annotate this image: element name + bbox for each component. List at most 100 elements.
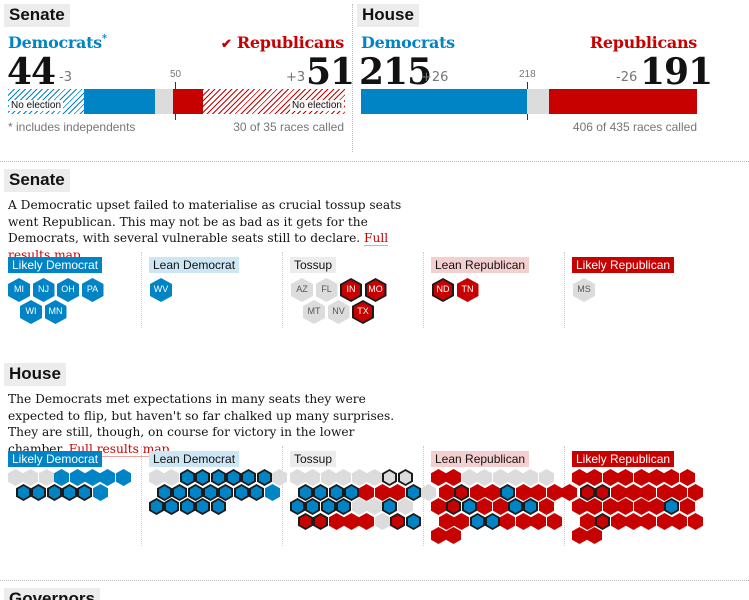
seat-hex[interactable] bbox=[157, 484, 172, 501]
seat-hex[interactable] bbox=[493, 498, 508, 515]
seat-hex[interactable] bbox=[344, 513, 359, 530]
seat-hex[interactable] bbox=[265, 484, 280, 501]
state-hex[interactable]: OH bbox=[57, 278, 79, 302]
state-hex[interactable]: FL bbox=[315, 278, 338, 302]
seat-hex[interactable] bbox=[657, 513, 672, 530]
state-hex[interactable]: IN bbox=[340, 278, 362, 302]
seat-hex[interactable] bbox=[218, 484, 233, 501]
seat-hex[interactable] bbox=[634, 469, 649, 486]
seat-hex[interactable] bbox=[587, 469, 602, 486]
seat-hex[interactable] bbox=[234, 484, 249, 501]
seat-hex[interactable] bbox=[649, 469, 664, 486]
seat-hex[interactable] bbox=[85, 469, 100, 486]
seat-hex[interactable] bbox=[195, 469, 210, 486]
seat-hex[interactable] bbox=[672, 484, 687, 501]
seat-hex[interactable] bbox=[572, 498, 587, 515]
seat-hex[interactable] bbox=[626, 484, 641, 501]
seat-hex[interactable] bbox=[406, 513, 421, 530]
seat-hex[interactable] bbox=[539, 469, 554, 486]
state-hex[interactable]: NV bbox=[327, 300, 350, 324]
seat-hex[interactable] bbox=[485, 484, 500, 501]
seat-hex[interactable] bbox=[634, 498, 649, 515]
seat-hex[interactable] bbox=[462, 469, 477, 486]
seat-hex[interactable] bbox=[500, 484, 515, 501]
seat-hex[interactable] bbox=[664, 498, 679, 515]
seat-hex[interactable] bbox=[603, 469, 618, 486]
seat-hex[interactable] bbox=[446, 469, 461, 486]
seat-hex[interactable] bbox=[100, 469, 115, 486]
seat-hex[interactable] bbox=[367, 469, 382, 486]
seat-hex[interactable] bbox=[249, 484, 264, 501]
seat-hex[interactable] bbox=[587, 527, 602, 544]
seat-hex[interactable] bbox=[406, 484, 421, 501]
seat-hex[interactable] bbox=[626, 513, 641, 530]
seat-hex[interactable] bbox=[611, 484, 626, 501]
seat-hex[interactable] bbox=[336, 469, 351, 486]
seat-hex[interactable] bbox=[305, 469, 320, 486]
seat-hex[interactable] bbox=[241, 469, 256, 486]
seat-hex[interactable] bbox=[470, 484, 485, 501]
seat-hex[interactable] bbox=[477, 498, 492, 515]
seat-hex[interactable] bbox=[305, 498, 320, 515]
seat-hex[interactable] bbox=[531, 513, 546, 530]
seat-hex[interactable] bbox=[93, 484, 108, 501]
seat-hex[interactable] bbox=[664, 469, 679, 486]
seat-hex[interactable] bbox=[508, 498, 523, 515]
seat-hex[interactable] bbox=[680, 469, 695, 486]
seat-hex[interactable] bbox=[47, 484, 62, 501]
state-hex[interactable]: MN bbox=[44, 300, 67, 324]
seat-hex[interactable] bbox=[8, 469, 23, 486]
seat-hex[interactable] bbox=[54, 469, 69, 486]
seat-hex[interactable] bbox=[446, 498, 461, 515]
seat-hex[interactable] bbox=[398, 469, 413, 486]
seat-hex[interactable] bbox=[580, 513, 595, 530]
seat-hex[interactable] bbox=[516, 513, 531, 530]
seat-hex[interactable] bbox=[398, 498, 413, 515]
state-hex[interactable]: WI bbox=[20, 300, 42, 324]
seat-hex[interactable] bbox=[352, 469, 367, 486]
seat-hex[interactable] bbox=[298, 513, 313, 530]
state-hex[interactable]: NJ bbox=[32, 278, 55, 302]
seat-hex[interactable] bbox=[70, 469, 85, 486]
seat-hex[interactable] bbox=[359, 513, 374, 530]
seat-hex[interactable] bbox=[336, 498, 351, 515]
seat-hex[interactable] bbox=[329, 513, 344, 530]
seat-hex[interactable] bbox=[321, 469, 336, 486]
state-hex[interactable]: MT bbox=[303, 300, 325, 324]
state-hex[interactable]: WV bbox=[150, 278, 172, 302]
seat-hex[interactable] bbox=[672, 513, 687, 530]
seat-hex[interactable] bbox=[431, 469, 446, 486]
seat-hex[interactable] bbox=[321, 498, 336, 515]
seat-hex[interactable] bbox=[454, 484, 469, 501]
seat-hex[interactable] bbox=[523, 469, 538, 486]
seat-hex[interactable] bbox=[523, 498, 538, 515]
seat-hex[interactable] bbox=[649, 498, 664, 515]
seat-hex[interactable] bbox=[680, 498, 695, 515]
seat-hex[interactable] bbox=[431, 527, 446, 544]
seat-hex[interactable] bbox=[688, 513, 703, 530]
seat-hex[interactable] bbox=[508, 469, 523, 486]
seat-hex[interactable] bbox=[188, 484, 203, 501]
seat-hex[interactable] bbox=[172, 484, 187, 501]
seat-hex[interactable] bbox=[352, 498, 367, 515]
seat-hex[interactable] bbox=[493, 469, 508, 486]
seat-hex[interactable] bbox=[211, 498, 226, 515]
seat-hex[interactable] bbox=[329, 484, 344, 501]
state-hex[interactable]: ND bbox=[432, 278, 454, 302]
seat-hex[interactable] bbox=[257, 469, 272, 486]
seat-hex[interactable] bbox=[116, 469, 131, 486]
state-hex[interactable]: AZ bbox=[291, 278, 313, 302]
seat-hex[interactable] bbox=[470, 513, 485, 530]
seat-hex[interactable] bbox=[390, 484, 405, 501]
seat-hex[interactable] bbox=[23, 469, 38, 486]
seat-hex[interactable] bbox=[595, 513, 610, 530]
seat-hex[interactable] bbox=[431, 498, 446, 515]
seat-hex[interactable] bbox=[580, 484, 595, 501]
seat-hex[interactable] bbox=[439, 513, 454, 530]
seat-hex[interactable] bbox=[587, 498, 602, 515]
state-hex[interactable]: MS bbox=[573, 278, 595, 302]
seat-hex[interactable] bbox=[180, 469, 195, 486]
seat-hex[interactable] bbox=[313, 513, 328, 530]
seat-hex[interactable] bbox=[203, 484, 218, 501]
seat-hex[interactable] bbox=[149, 498, 164, 515]
